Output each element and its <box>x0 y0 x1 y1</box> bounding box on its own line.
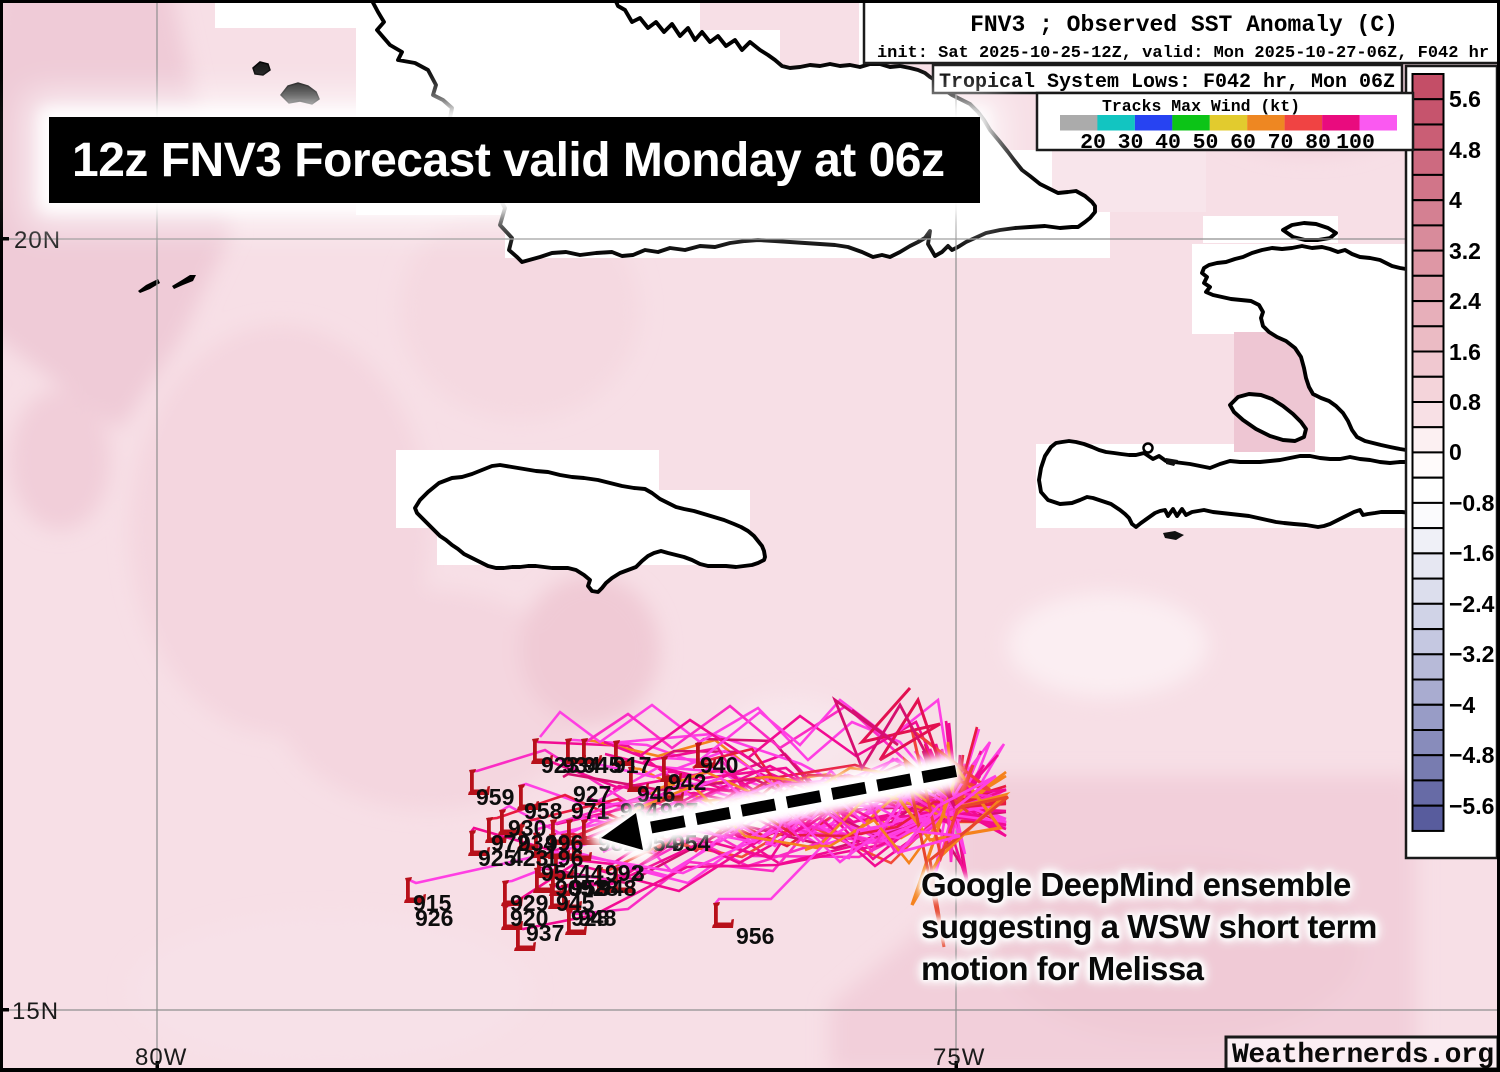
svg-text:940: 940 <box>700 752 738 778</box>
svg-text:945: 945 <box>583 752 622 778</box>
svg-text:0.8: 0.8 <box>1449 389 1481 415</box>
svg-text:−5.6: −5.6 <box>1449 793 1494 819</box>
svg-text:20: 20 <box>1080 131 1106 155</box>
svg-text:992: 992 <box>605 860 643 886</box>
svg-text:−1.6: −1.6 <box>1449 540 1494 566</box>
svg-text:Weathernerds.org: Weathernerds.org <box>1232 1040 1494 1071</box>
svg-text:196: 196 <box>545 845 583 871</box>
svg-text:934: 934 <box>518 830 557 856</box>
svg-text:959: 959 <box>476 784 514 810</box>
svg-text:20N: 20N <box>14 227 61 254</box>
svg-text:928: 928 <box>580 875 619 901</box>
svg-text:Tropical System Lows: F042 hr,: Tropical System Lows: F042 hr, Mon 06Z <box>939 71 1395 94</box>
svg-text:100: 100 <box>1336 131 1375 155</box>
svg-text:905: 905 <box>555 875 594 901</box>
svg-text:−0.8: −0.8 <box>1449 490 1495 516</box>
svg-text:init: Sat 2025-10-25-12Z, vali: init: Sat 2025-10-25-12Z, valid: Mon 202… <box>877 44 1489 63</box>
svg-text:942: 942 <box>668 769 706 795</box>
svg-text:3: 3 <box>632 860 645 886</box>
svg-text:−4.8: −4.8 <box>1449 742 1495 768</box>
svg-text:0: 0 <box>1449 439 1462 465</box>
svg-text:30: 30 <box>1118 131 1144 155</box>
svg-text:971: 971 <box>571 798 610 824</box>
svg-text:60: 60 <box>1230 131 1256 155</box>
svg-text:948: 948 <box>578 905 617 931</box>
svg-text:75W: 75W <box>933 1044 985 1071</box>
svg-text:928: 928 <box>571 905 610 931</box>
svg-text:948: 948 <box>598 875 637 901</box>
svg-text:−3.2: −3.2 <box>1449 641 1494 667</box>
svg-text:80: 80 <box>1305 131 1331 155</box>
svg-text:972: 972 <box>491 830 529 856</box>
svg-text:920: 920 <box>510 905 548 931</box>
svg-text:15N: 15N <box>12 998 59 1025</box>
svg-text:954: 954 <box>541 860 580 886</box>
svg-text:5.6: 5.6 <box>1449 86 1481 112</box>
svg-text:4.8: 4.8 <box>1449 137 1481 163</box>
svg-text:44: 44 <box>578 860 604 886</box>
svg-text:Tracks Max Wind (kt): Tracks Max Wind (kt) <box>1102 97 1300 116</box>
svg-text:915: 915 <box>413 890 452 916</box>
svg-text:927: 927 <box>573 781 611 807</box>
svg-text:70: 70 <box>1268 131 1294 155</box>
svg-text:926: 926 <box>415 905 453 931</box>
svg-text:923: 923 <box>541 752 579 778</box>
svg-text:2.4: 2.4 <box>1449 288 1481 314</box>
svg-text:40: 40 <box>1155 131 1181 155</box>
svg-text:423: 423 <box>510 845 548 871</box>
svg-text:996: 996 <box>545 830 583 856</box>
svg-text:FNV3 ; Observed SST Anomaly (C: FNV3 ; Observed SST Anomaly (C) <box>970 12 1398 38</box>
svg-text:1.6: 1.6 <box>1449 339 1481 365</box>
svg-text:946: 946 <box>637 781 675 807</box>
svg-text:−4: −4 <box>1449 692 1475 718</box>
svg-text:937: 937 <box>526 920 564 946</box>
svg-text:958: 958 <box>524 798 563 824</box>
svg-text:−2.4: −2.4 <box>1449 591 1495 617</box>
svg-text:925: 925 <box>478 845 517 871</box>
svg-text:4: 4 <box>1449 187 1462 213</box>
svg-text:917: 917 <box>613 752 651 778</box>
svg-text:934: 934 <box>562 752 601 778</box>
svg-text:945: 945 <box>556 890 595 916</box>
svg-text:50: 50 <box>1193 131 1219 155</box>
svg-text:930: 930 <box>508 815 546 841</box>
svg-text:958: 958 <box>570 875 609 901</box>
svg-text:80W: 80W <box>135 1044 187 1071</box>
svg-text:3.2: 3.2 <box>1449 238 1481 264</box>
svg-text:956: 956 <box>736 923 774 949</box>
svg-text:929: 929 <box>510 890 548 916</box>
